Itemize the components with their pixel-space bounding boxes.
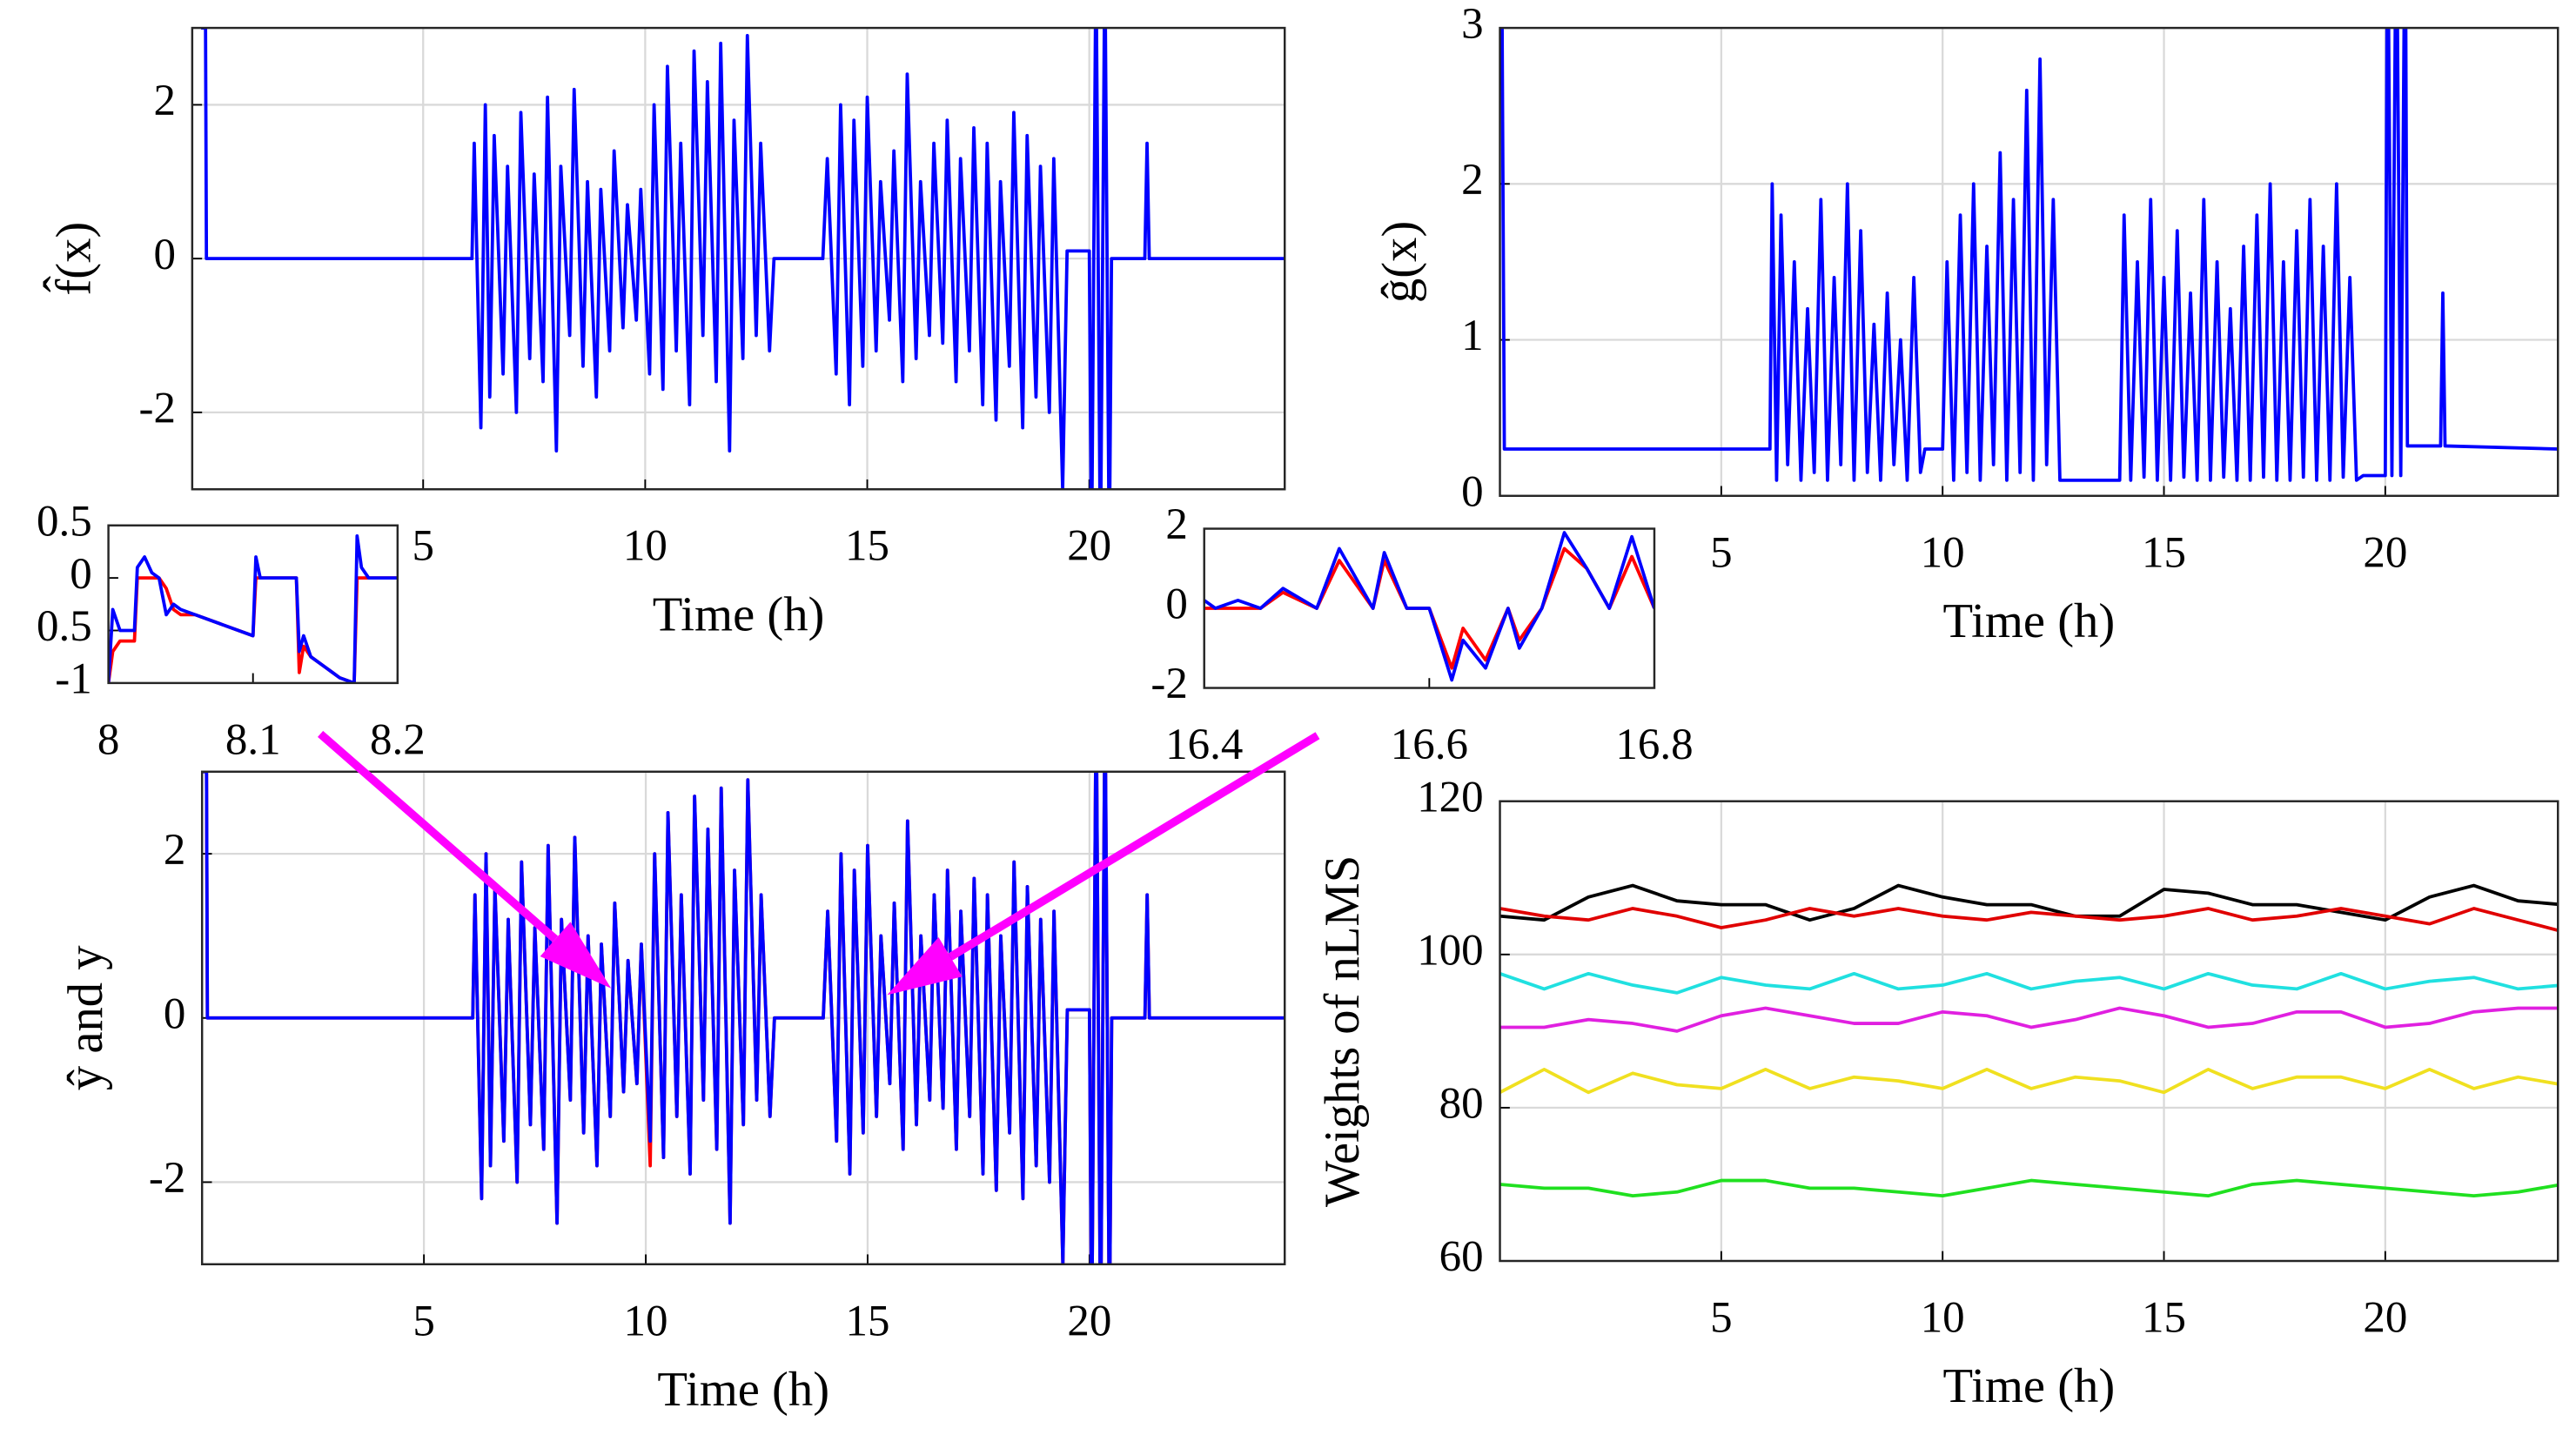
y-tick-label: 60 [1439,1233,1484,1282]
x-axis-label: Time (h) [657,1363,829,1417]
series-line [1499,1006,2559,1033]
y-tick-label: 100 [1417,927,1483,976]
plot-frame [1499,26,2559,498]
series-line [1499,971,2559,995]
x-tick-label: 10 [1921,528,1965,577]
arrow [318,730,559,942]
x-tick-label: 16.8 [1615,721,1693,769]
x-axis-label: Time (h) [1943,594,2116,648]
x-tick-label: 5 [1710,1294,1732,1343]
plot-frame [200,770,1286,1266]
x-tick-label: 5 [413,1297,434,1345]
x-axis-label: Time (h) [653,587,825,641]
x-tick-label: 5 [1710,528,1732,577]
y-tick-label: 2 [154,77,176,125]
series-line [1499,1178,2559,1198]
y-tick-label: -2 [1150,660,1187,708]
y-tick-label: -1 [55,655,91,704]
y-tick-label: -2 [139,385,176,433]
y-tick-label: 0 [1165,580,1187,629]
y-tick-label: 2 [164,826,185,875]
arrow-head [540,922,612,989]
y-tick-label: 3 [1461,0,1483,49]
x-tick-label: 10 [623,522,667,571]
x-tick-label: 8.1 [225,715,281,764]
arrow [948,732,1320,961]
plot-frame [107,524,399,685]
x-tick-label: 20 [1067,522,1111,571]
x-tick-label: 10 [1921,1294,1965,1343]
x-tick-label: 20 [2363,528,2407,577]
plot-frame [191,26,1286,491]
y-axis-label: ŷ and y [59,945,113,1090]
series-line [1499,883,2559,922]
x-tick-label: 10 [624,1297,668,1345]
plot-frame [1203,527,1656,689]
zoom-arrows [318,730,1320,996]
x-tick-label: 5 [412,522,433,571]
y-tick-label: 2 [1165,500,1187,549]
y-axis-label: ĝ(x) [1373,221,1427,303]
series-line [1204,531,1654,682]
y-tick-label: 120 [1417,773,1483,821]
series-line [108,533,398,683]
y-tick-label: 0 [70,550,91,599]
x-tick-label: 8.2 [370,715,426,764]
y-tick-label: 1 [1461,312,1483,360]
y-tick-label: 80 [1439,1080,1484,1129]
x-tick-label: 20 [1067,1297,1111,1345]
x-tick-label: 20 [2363,1294,2407,1343]
series-line [1499,28,2559,482]
series-line [202,771,1285,1264]
y-tick-label: 0 [154,231,176,279]
x-tick-label: 15 [845,1297,889,1345]
series-line [1499,1067,2559,1095]
y-tick-label: 0.5 [37,497,92,546]
y-axis-label: f̂(x) [44,222,102,296]
y-tick-label: 2 [1461,156,1483,205]
y-axis-label: Weights of nLMS [1316,855,1370,1207]
x-tick-label: 16.4 [1165,721,1243,769]
x-tick-label: 16.6 [1391,721,1468,769]
y-tick-label: 0 [1461,467,1483,516]
arrow-head [887,936,963,996]
y-tick-label: -2 [149,1154,185,1203]
x-axis-label: Time (h) [1943,1359,2116,1413]
x-tick-label: 8 [97,715,119,764]
series-line [201,28,1285,490]
x-tick-label: 15 [2142,1294,2186,1343]
x-tick-label: 15 [2142,528,2186,577]
series-line [1499,907,2559,933]
y-tick-label: 0 [164,989,185,1038]
plot-frame [1499,800,2559,1263]
y-tick-label: 0.5 [37,602,92,651]
x-tick-label: 15 [845,522,889,571]
